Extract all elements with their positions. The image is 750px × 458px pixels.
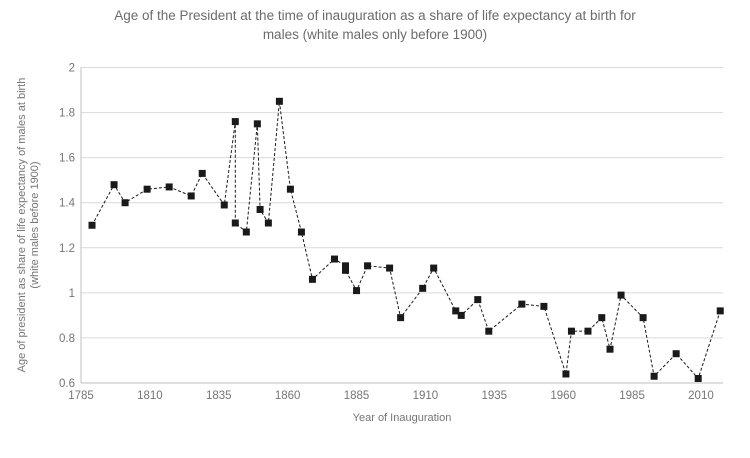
data-point-marker <box>562 370 570 378</box>
y-tick-label: 1 <box>69 288 75 300</box>
x-tick-label: 1910 <box>413 390 439 402</box>
data-point-marker <box>253 120 261 128</box>
data-point-marker <box>242 228 250 236</box>
data-point-marker <box>694 374 702 382</box>
data-point-marker <box>518 300 526 308</box>
data-point-marker <box>639 314 647 322</box>
data-point-marker <box>286 185 294 193</box>
chart-title-line-1: Age of the President at the time of inau… <box>114 8 636 23</box>
x-tick-label: 1985 <box>619 390 645 402</box>
y-tick-label: 0.6 <box>59 378 75 390</box>
y-tick-label: 1.2 <box>59 243 75 255</box>
data-point-marker <box>540 302 548 310</box>
data-point-marker <box>275 97 283 105</box>
data-point-marker <box>716 307 724 315</box>
x-tick-label: 1885 <box>344 390 370 402</box>
x-tick-label: 1785 <box>68 390 94 402</box>
data-point-marker <box>364 262 372 270</box>
x-tick-label: 1835 <box>206 390 232 402</box>
data-point-marker <box>474 296 482 304</box>
data-point-marker <box>110 181 118 189</box>
data-point-marker <box>650 372 658 380</box>
y-tick-label: 0.8 <box>59 333 75 345</box>
data-point-marker <box>567 327 575 335</box>
data-point-marker <box>165 183 173 191</box>
data-point-marker <box>342 262 350 270</box>
data-point-marker <box>598 314 606 322</box>
data-point-marker <box>353 287 361 295</box>
data-point-marker <box>256 205 264 213</box>
data-point-marker <box>231 219 239 227</box>
data-point-marker <box>297 228 305 236</box>
y-tick-label: 1.6 <box>59 153 75 165</box>
x-tick-label: 1935 <box>482 390 508 402</box>
data-point-marker <box>187 192 195 200</box>
x-tick-label: 1960 <box>550 390 576 402</box>
series-line <box>91 101 721 380</box>
data-point-marker <box>457 311 465 319</box>
data-point-marker <box>397 314 405 322</box>
y-tick-label: 1.4 <box>59 198 76 210</box>
data-point-marker <box>264 219 272 227</box>
data-point-marker <box>121 199 129 207</box>
data-point-marker <box>231 118 239 126</box>
data-point-marker <box>672 350 680 358</box>
data-point-marker <box>485 327 493 335</box>
data-point-marker <box>419 284 427 292</box>
data-point-marker <box>198 169 206 177</box>
y-tick-label: 1.8 <box>59 108 75 120</box>
x-axis-title: Year of Inauguration <box>352 412 452 424</box>
chart-title: Age of the President at the time of inau… <box>0 6 750 44</box>
data-point-marker <box>330 255 338 263</box>
data-point-marker <box>308 275 316 283</box>
x-tick-label: 1860 <box>275 390 301 402</box>
data-point-marker <box>452 307 460 315</box>
data-point-marker <box>220 201 228 209</box>
data-point-marker <box>430 264 438 272</box>
x-tick-label: 2010 <box>688 390 714 402</box>
data-point-marker <box>386 264 394 272</box>
data-point-marker <box>143 185 151 193</box>
chart-title-line-2: males (white males only before 1900) <box>262 27 488 42</box>
data-point-marker <box>584 327 592 335</box>
data-point-marker <box>617 291 625 299</box>
data-point-marker <box>342 266 350 274</box>
data-point-marker <box>88 221 96 229</box>
x-tick-label: 1810 <box>137 390 163 402</box>
y-tick-label: 2 <box>69 63 75 75</box>
data-point-marker <box>606 345 614 353</box>
